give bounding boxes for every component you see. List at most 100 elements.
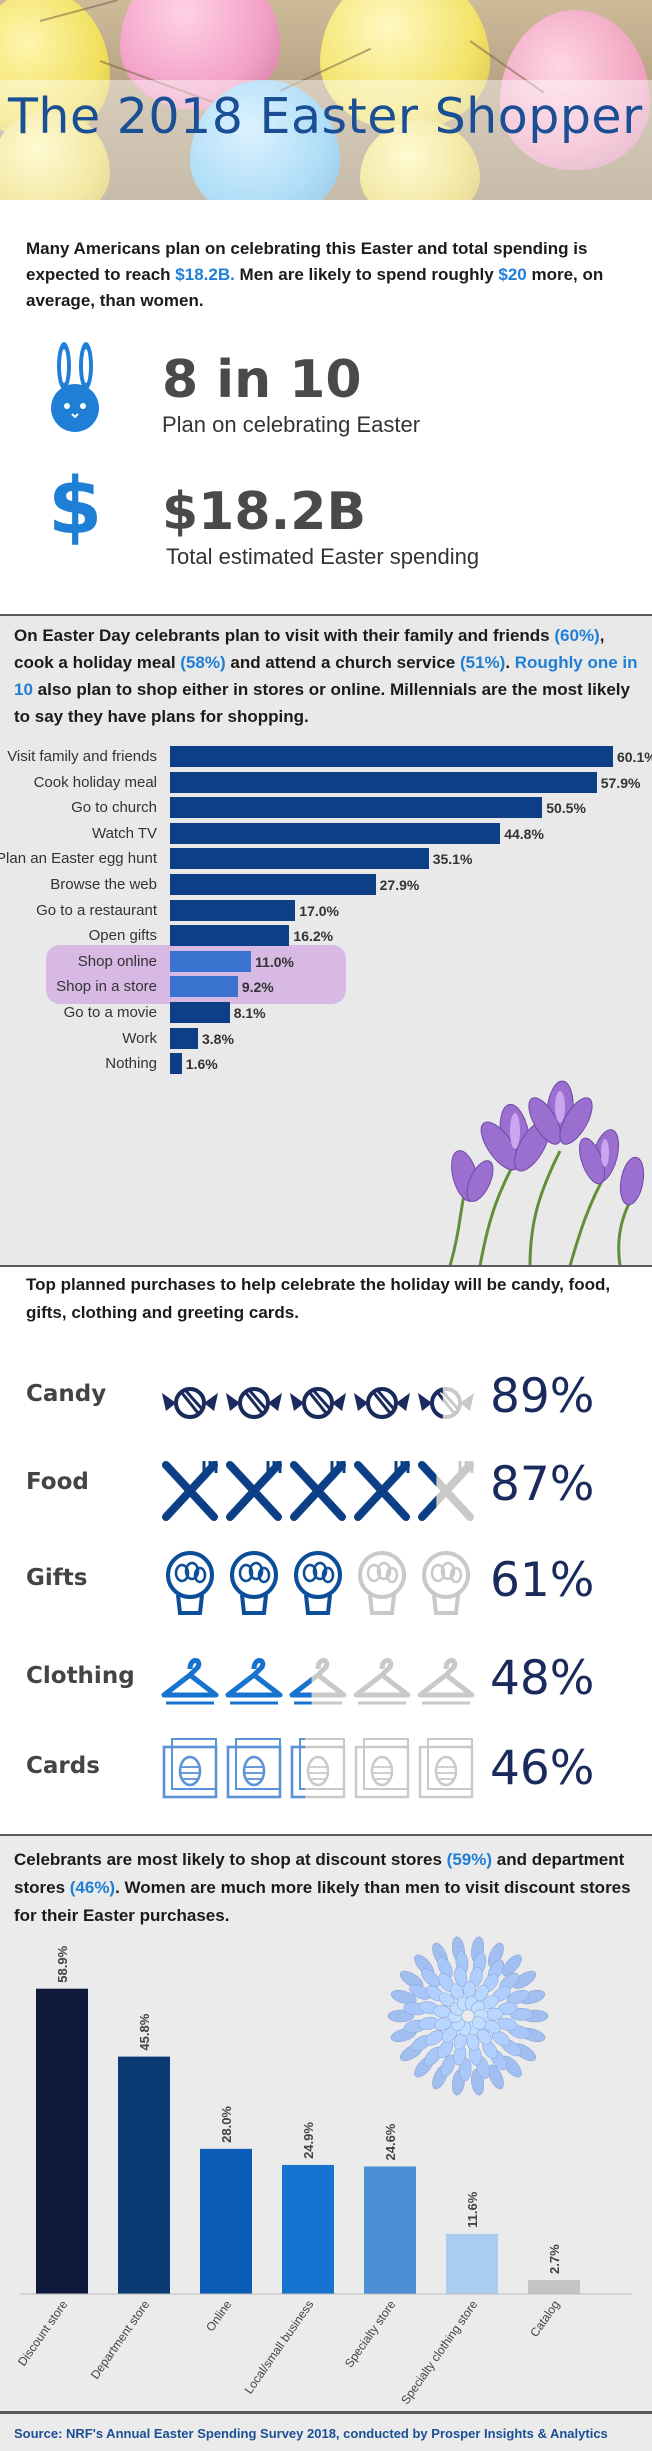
purchase-label: Clothing [26,1663,135,1689]
fork-knife-icon [418,1461,437,1521]
source-text: Source: NRF's Annual Easter Spending Sur… [14,2426,608,2441]
purchase-label: Cards [26,1753,100,1779]
intro-section: Many Americans plan on celebrating this … [0,200,652,615]
card-icon-row [158,1729,478,1809]
candy-icon-set [162,1387,474,1419]
store-bar [200,2148,252,2294]
page-title: The 2018 Easter Shopper [8,88,643,145]
fork-knife-icon-row [158,1447,478,1527]
store-bar [528,2280,580,2294]
bar-value-label: 2.7% [547,2244,562,2274]
blue-egg-image [190,80,340,200]
chrysanthemum-petal [440,2054,456,2077]
chrysanthemum-image [387,1936,549,2096]
hanger-icon-row [158,1639,478,1719]
chrysanthemum-petal [421,1968,440,1988]
bar-value-label: 1.6% [185,1056,218,1073]
paragraph-text: , cook a holiday meal [14,626,605,672]
purchase-percent: 46% [490,1741,595,1796]
bar-category-label: Plan an Easter egg hunt [0,850,157,868]
highlighted-text: (59%) [446,1850,493,1869]
bar-value-label: 45.8% [137,2013,152,2050]
purchase-percent: 89% [490,1369,595,1424]
stores-bar-chart: 58.9% Discount store 45.8% Department store… [15,1945,632,2407]
bar-value-label: 35.1% [432,851,473,868]
celebrating-stat-value: 8 in 10 [162,350,362,410]
chrysanthemum-petal [501,1954,522,1977]
store-bar [118,2056,170,2294]
fork-knife-icon [162,1461,218,1521]
activity-bar [170,976,238,998]
chrysanthemum-petal [487,1942,504,1968]
gift-basket-icon [358,1551,406,1615]
bar-value-label: 58.9% [55,1945,70,1982]
store-bar [364,2166,416,2294]
bar-category-label: Shop online [77,952,157,970]
paragraph-text: Men are likely to spend roughly [234,265,499,284]
card-icon [418,1738,474,1799]
paragraph-text: On Easter Day celebrants plan to visit w… [14,626,555,645]
purchase-percent: 48% [490,1651,595,1706]
spending-stat-value: $18.2B [162,482,367,542]
activity-bar [170,899,296,921]
title-band [0,80,652,200]
chrysanthemum-petal [471,2016,486,2030]
activities-section: On Easter Day celebrants plan to visit w… [0,616,652,1267]
candy-icon-row [158,1359,478,1439]
paragraph-text: Celebrants are most likely to shop at di… [14,1850,447,1869]
fork-knife-icon [226,1461,282,1521]
fork-knife-icon [290,1461,346,1521]
hanger-icon [417,1658,475,1705]
bar-value-label: 28.0% [219,2106,234,2143]
dollar-icon: $ [48,462,103,552]
paragraph-text: and attend a church service [225,653,460,672]
activities-bar-chart: Visit family and friends 60.1% Cook holida… [0,746,652,1266]
yellow-egg-image [320,0,490,130]
activity-bar [170,797,543,819]
purchase-label: Gifts [26,1565,88,1591]
hanger-icon [289,1676,312,1705]
purchase-row-food: Food 87% [0,1447,652,1527]
bar-category-label: Department store [88,2297,153,2381]
store-bar [282,2164,334,2294]
bar-value-label: 3.8% [202,1030,234,1047]
activity-bar [170,746,613,767]
purchase-row-candy: Candy 89% [0,1359,652,1439]
bar-value-label: 57.9% [600,774,641,791]
activity-bar [170,822,501,844]
highlighted-text: (58%) [180,653,226,672]
header-banner: The 2018 Easter Shopper [0,0,652,200]
candy-icon [418,1387,443,1419]
spending-stat-label: Total estimated Easter spending [166,544,480,569]
bar-value-label: 17.0% [299,902,339,919]
highlighted-text: $20 [498,265,527,284]
gift-basket-icon-set [166,1551,470,1615]
chrysanthemum-petal [458,2057,472,2082]
bar-category-label: Work [122,1029,157,1047]
fork-knife-icon-set [162,1461,474,1521]
candy-icon [290,1387,346,1419]
bar-category-label: Online [203,2297,235,2334]
celebrating-stat-label: Plan on celebrating Easter [162,412,421,437]
gift-basket-icon [166,1551,214,1615]
gift-basket-icon [294,1551,342,1615]
bar-category-label: Watch TV [91,824,157,842]
purchase-percent: 87% [490,1457,595,1512]
activity-bar [170,925,290,947]
bar-category-label: Browse the web [50,876,157,893]
card-icon [290,1738,306,1799]
bar-category-label: Specialty clothing store [398,2297,480,2406]
bar-category-label: Nothing [105,1055,157,1073]
hanger-icon-set [161,1658,475,1705]
chrysanthemum-petal [487,2064,504,2090]
activity-bar [170,771,597,793]
activity-bar [170,848,429,870]
section-divider [0,1265,652,1268]
crocus-flowers-image [448,1080,645,1266]
purchases-section: Top planned purchases to help celebrate … [0,1267,652,1835]
chrysanthemum-petal [454,1966,468,1987]
activities-paragraph: On Easter Day celebrants plan to visit w… [14,622,639,730]
bar-category-label: Open gifts [88,927,157,945]
bar-category-label: Visit family and friends [7,748,157,765]
chrysanthemum-petal [390,1990,417,2005]
